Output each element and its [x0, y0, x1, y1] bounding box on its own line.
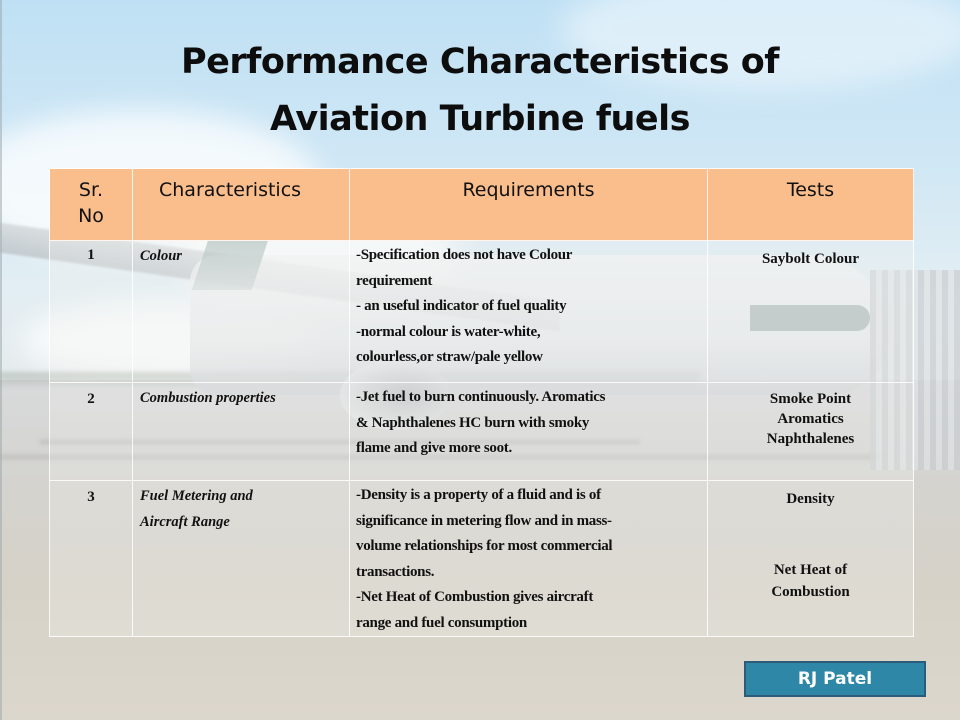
table-row: 1 Colour -Specification does not have Co… — [49, 240, 914, 383]
row-characteristic: Combustion properties — [140, 390, 276, 406]
fuel-characteristics-table: Sr. No Characteristics Requirements Test… — [49, 168, 914, 637]
header-sr-no: Sr. No — [49, 168, 133, 241]
table-header-row: Sr. No Characteristics Requirements Test… — [49, 168, 914, 241]
row-sr-no: 3 — [87, 489, 95, 505]
table-row: 3 Fuel Metering and Aircraft Range -Dens… — [49, 480, 914, 637]
row-characteristic: Colour — [140, 248, 182, 264]
row-tests: Density Net Heat of Combustion — [771, 491, 850, 600]
row-tests: Smoke Point Aromatics Naphthalenes — [766, 391, 855, 447]
header-characteristics: Characteristics — [132, 168, 350, 241]
row-tests: Saybolt Colour — [761, 251, 860, 267]
slide-title: Performance Characteristics of Aviation … — [0, 34, 960, 148]
row-requirements: -Jet fuel to burn continuously. Aromatic… — [356, 389, 606, 456]
row-requirements: -Specification does not have Colour requ… — [356, 247, 573, 365]
row-sr-no: 1 — [87, 247, 95, 263]
row-characteristic: Fuel Metering and Aircraft Range — [140, 488, 253, 530]
slide-title-line-1: Performance Characteristics of — [180, 42, 780, 82]
slide-edge — [0, 0, 2, 720]
author-badge: RJ Patel — [744, 661, 926, 697]
table-row: 2 Combustion properties -Jet fuel to bur… — [49, 382, 914, 481]
header-tests: Tests — [707, 168, 914, 241]
row-sr-no: 2 — [87, 391, 95, 407]
slide-title-line-2: Aviation Turbine fuels — [270, 99, 690, 139]
header-requirements: Requirements — [349, 168, 708, 241]
row-requirements: -Density is a property of a fluid and is… — [356, 487, 613, 631]
